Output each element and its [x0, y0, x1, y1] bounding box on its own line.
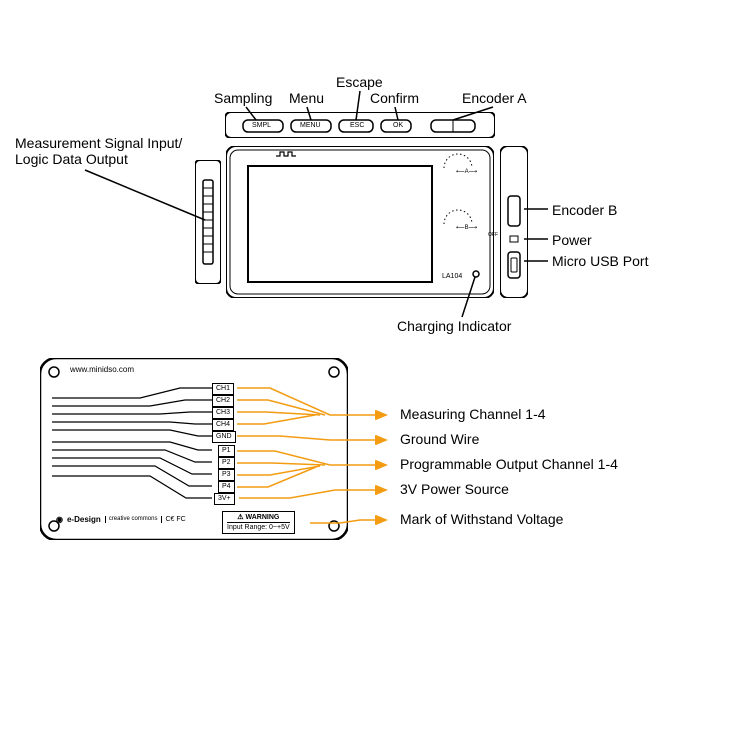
- legend-0: Measuring Channel 1-4: [400, 406, 546, 422]
- arrow-heads: [0, 0, 750, 750]
- legend-3: 3V Power Source: [400, 481, 509, 497]
- legend-2: Programmable Output Channel 1-4: [400, 456, 618, 472]
- legend-4: Mark of Withstand Voltage: [400, 511, 563, 527]
- legend-1: Ground Wire: [400, 431, 479, 447]
